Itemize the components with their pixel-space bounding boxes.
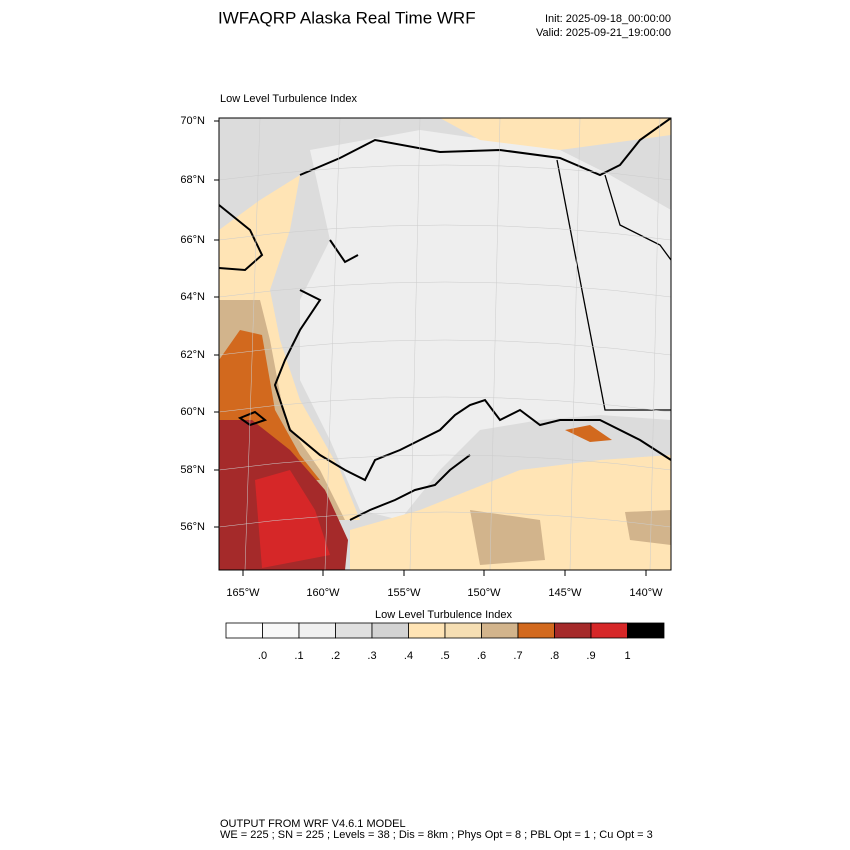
- colorbar-box: [481, 622, 519, 639]
- lon-label: 150°W: [467, 587, 501, 599]
- colorbar-label: 1: [624, 650, 630, 662]
- lon-label: 160°W: [306, 587, 340, 599]
- colorbar-box: [627, 622, 665, 639]
- colorbar-box: [298, 622, 336, 639]
- lon-label: 140°W: [629, 587, 663, 599]
- map-field: [219, 118, 671, 570]
- lat-label: 60°N: [180, 406, 205, 418]
- map-title: Low Level Turbulence Index: [220, 93, 357, 105]
- colorbar-label: .0: [258, 650, 267, 662]
- colorbar-box: [335, 622, 373, 639]
- colorbar-box: [517, 622, 555, 639]
- colorbar-label: .9: [586, 650, 595, 662]
- map-frame: [218, 117, 672, 571]
- lat-label: 68°N: [180, 174, 205, 186]
- colorbar-label: .1: [294, 650, 303, 662]
- lat-label: 56°N: [180, 521, 205, 533]
- lon-label: 145°W: [548, 587, 582, 599]
- colorbar-box: [262, 622, 300, 639]
- colorbar-label: .7: [513, 650, 522, 662]
- lon-label: 155°W: [387, 587, 421, 599]
- lat-label: 70°N: [180, 115, 205, 127]
- colorbar-box: [408, 622, 446, 639]
- footer-line: OUTPUT FROM WRF V4.6.1 MODEL: [220, 818, 406, 830]
- colorbar-label: .5: [440, 650, 449, 662]
- colorbar-label: .3: [367, 650, 376, 662]
- footer-line: WE = 225 ; SN = 225 ; Levels = 38 ; Dis …: [220, 829, 653, 841]
- colorbar-label: .4: [404, 650, 413, 662]
- valid-time: Valid: 2025-09-21_19:00:00: [536, 27, 671, 39]
- lat-label: 66°N: [180, 234, 205, 246]
- colorbar-label: .6: [477, 650, 486, 662]
- colorbar-label: .2: [331, 650, 340, 662]
- colorbar-box: [554, 622, 592, 639]
- lat-label: 64°N: [180, 291, 205, 303]
- lon-label: 165°W: [226, 587, 260, 599]
- colorbar-label: .8: [550, 650, 559, 662]
- lat-label: 58°N: [180, 464, 205, 476]
- init-time: Init: 2025-09-18_00:00:00: [545, 13, 671, 25]
- colorbar-box: [225, 622, 263, 639]
- colorbar-box: [444, 622, 482, 639]
- title: IWFAQRP Alaska Real Time WRF: [218, 8, 476, 27]
- lat-label: 62°N: [180, 349, 205, 361]
- colorbar-box: [590, 622, 628, 639]
- colorbar-title: Low Level Turbulence Index: [375, 609, 512, 621]
- colorbar-box: [371, 622, 409, 639]
